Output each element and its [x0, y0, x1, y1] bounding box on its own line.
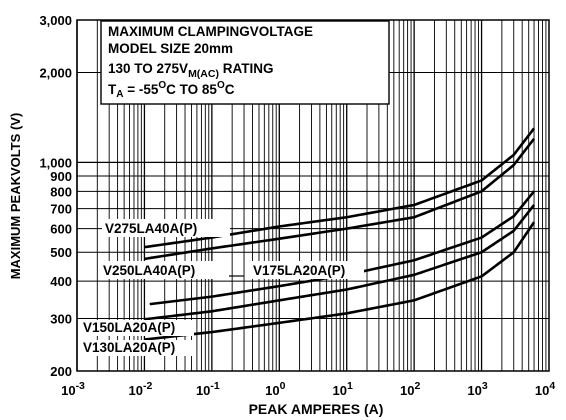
series-label-bg	[102, 219, 230, 237]
y-tick-label: 900	[50, 169, 72, 184]
series-label: V275LA40A(P)	[105, 221, 197, 236]
annotation-line-2: MODEL SIZE 20mm	[108, 41, 233, 56]
series-line-v250la40a-p-	[144, 137, 536, 261]
x-tick-label: 103	[467, 380, 487, 398]
y-tick-label: 600	[50, 222, 72, 237]
series-label-bg	[100, 261, 224, 279]
y-tick-label: 2,000	[39, 66, 72, 81]
y-tick-label: 1,000	[39, 155, 72, 170]
y-tick-label: 200	[50, 364, 72, 379]
series-lines	[144, 127, 536, 341]
series-label: V130LA20A(P)	[83, 340, 175, 355]
x-tick-label: 100	[265, 380, 285, 398]
annotation-line-3: 130 TO 275VM(AC) RATING	[108, 61, 273, 80]
y-tick-label: 800	[50, 184, 72, 199]
x-tick-label: 101	[333, 380, 353, 398]
y-tick-label: 300	[50, 311, 72, 326]
y-tick-label: 700	[50, 202, 72, 217]
y-tick-label: 400	[50, 274, 72, 289]
y-tick-label: 3,000	[39, 13, 72, 28]
series-label: V175LA20A(P)	[253, 263, 345, 278]
annotation-line-4: TA = -55OC TO 85OC	[108, 80, 235, 100]
x-tick-labels: 10-3 10-2 10-1 100 101 102 103 104	[61, 380, 555, 398]
x-tick-label: 10-3	[61, 380, 85, 398]
x-tick-label: 10-1	[196, 380, 220, 398]
series-line-v150la20a-p-	[144, 204, 536, 321]
x-axis-label: PEAK AMPERES (A)	[249, 401, 384, 417]
series-labels: V275LA40A(P) V250LA40A(P) V175LA20A(P) V150…	[80, 219, 364, 356]
y-axis-label: MAXIMUM PEAKVOLTS (V)	[8, 113, 23, 280]
y-tick-label: 500	[50, 245, 72, 260]
x-tick-label: 104	[535, 380, 555, 398]
series-line-v130la20a-p-	[144, 221, 536, 341]
x-tick-label: 10-2	[129, 380, 153, 398]
series-label: V250LA40A(P)	[103, 263, 195, 278]
series-line-v175la20a-p-	[149, 190, 536, 306]
plot-frame	[76, 19, 550, 372]
annotation-line-1: MAXIMUM CLAMPINGVOLTAGE	[108, 24, 313, 39]
x-tick-label: 102	[400, 380, 420, 398]
series-label-bg	[250, 261, 364, 279]
series-label: V150LA20A(P)	[83, 320, 175, 335]
annotation-box	[100, 20, 390, 105]
series-label-bg	[80, 340, 194, 356]
series-label-bg	[80, 320, 194, 336]
